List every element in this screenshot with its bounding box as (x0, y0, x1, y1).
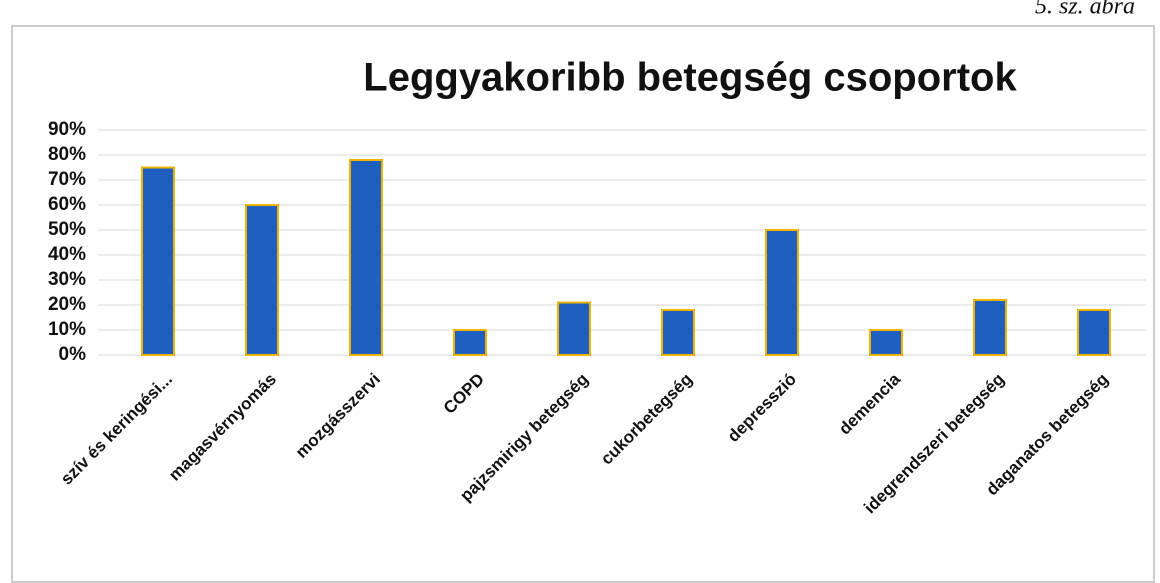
y-tick-label: 90% (48, 119, 86, 140)
y-tick-label: 50% (48, 219, 86, 240)
bar (557, 301, 591, 356)
y-tick-label: 0% (59, 344, 87, 365)
bar (765, 229, 799, 356)
x-tick-label: COPD (440, 370, 488, 418)
bar (869, 329, 903, 356)
y-tick-label: 40% (48, 244, 86, 265)
bar (141, 166, 175, 356)
x-tick-label: cukorbetegség (597, 370, 696, 469)
y-tick-label: 70% (48, 169, 86, 190)
y-tick-label: 20% (48, 294, 86, 315)
bar (245, 204, 279, 356)
x-tick-label: depresszió (724, 370, 800, 446)
y-tick-label: 10% (48, 319, 86, 340)
bar (973, 299, 1007, 356)
bar (349, 159, 383, 356)
y-tick-label: 60% (48, 194, 86, 215)
x-tick-label: demencia (835, 369, 904, 438)
x-tick-label: mozgásszervi (292, 370, 384, 462)
y-tick-label: 30% (48, 269, 86, 290)
y-tick-label: 80% (48, 144, 86, 165)
x-tick-label: szív és keringési... (57, 370, 176, 489)
bar (453, 329, 487, 356)
x-tick-label: magasvérnyomás (165, 370, 280, 485)
bar (1077, 309, 1111, 356)
chart-title: Leggyakoribb betegség csoportok (363, 56, 1017, 100)
chart-frame (11, 25, 1155, 583)
caption: 5. sz. ábra (1035, 0, 1135, 20)
bar (661, 309, 695, 356)
